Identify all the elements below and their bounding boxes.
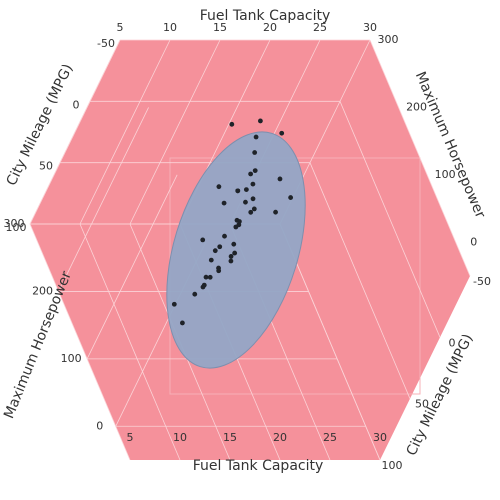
point: [279, 130, 285, 136]
tick-label: 5: [127, 431, 134, 444]
point: [248, 171, 254, 177]
tick-label: 300: [4, 217, 25, 230]
point: [228, 258, 234, 264]
point: [233, 224, 239, 230]
tick-label: 100: [61, 352, 82, 365]
point: [251, 206, 257, 212]
point: [232, 250, 238, 256]
tick-label: 200: [32, 284, 53, 297]
tick-label: 15: [223, 431, 237, 444]
point: [212, 248, 218, 254]
point: [252, 150, 258, 155]
tick-label: -50: [473, 275, 491, 288]
point: [250, 181, 256, 187]
point: [180, 320, 185, 326]
ellipsoid: [166, 131, 306, 369]
point: [235, 188, 241, 194]
axis-title: Fuel Tank Capacity: [193, 458, 324, 474]
point: [217, 244, 223, 250]
grid-line: [339, 101, 441, 338]
tick-label: -50: [97, 37, 115, 50]
tick-label: 25: [313, 21, 327, 34]
tick-label: 20: [273, 431, 287, 444]
grid-line: [86, 174, 178, 360]
point: [243, 187, 249, 193]
point: [288, 195, 294, 200]
tick-label: 0: [73, 98, 80, 111]
point: [229, 121, 235, 127]
tick-label: 50: [39, 160, 53, 173]
point: [277, 176, 283, 182]
tick-label: 0: [470, 235, 477, 248]
point: [253, 134, 259, 140]
point: [237, 219, 242, 224]
point: [200, 237, 206, 243]
tick-label: 30: [373, 431, 387, 444]
point: [201, 282, 207, 288]
point: [231, 241, 237, 247]
point: [273, 209, 278, 215]
axis-title: Fuel Tank Capacity: [200, 8, 331, 24]
tick-label: 15: [213, 21, 227, 34]
point: [208, 257, 214, 263]
tick-label: 0: [449, 336, 456, 349]
point: [250, 196, 256, 202]
tick-label: 10: [163, 21, 177, 34]
tick-label: 5: [117, 21, 124, 34]
tick-label: 100: [382, 459, 403, 472]
point: [258, 118, 263, 124]
point: [192, 291, 198, 297]
point: [203, 274, 209, 280]
grid-line: [369, 39, 471, 277]
grid-line: [29, 223, 131, 461]
grid-line: [29, 39, 121, 225]
point: [207, 274, 213, 280]
tick-label: 10: [173, 431, 187, 444]
point: [216, 184, 222, 190]
tick-label: 200: [406, 100, 427, 113]
point: [222, 233, 227, 239]
points: [171, 118, 294, 326]
tick-label: 30: [363, 21, 377, 34]
tick-label: 25: [323, 431, 337, 444]
point: [243, 199, 248, 205]
point: [216, 268, 222, 274]
grid-line: [129, 39, 221, 225]
tick-label: 20: [263, 21, 277, 34]
tick-label: 300: [378, 33, 399, 46]
grid-line: [79, 39, 171, 225]
point: [221, 200, 227, 206]
point: [252, 168, 258, 174]
point: [248, 209, 254, 215]
tick-label: 50: [415, 398, 429, 411]
tick-label: 100: [6, 221, 27, 234]
tick-label: 100: [435, 168, 456, 181]
grid-line: [58, 107, 149, 292]
point: [171, 301, 177, 307]
point: [228, 254, 234, 259]
grid-line: [309, 162, 411, 399]
tick-label: 0: [96, 419, 103, 432]
grid-line: [79, 223, 181, 461]
